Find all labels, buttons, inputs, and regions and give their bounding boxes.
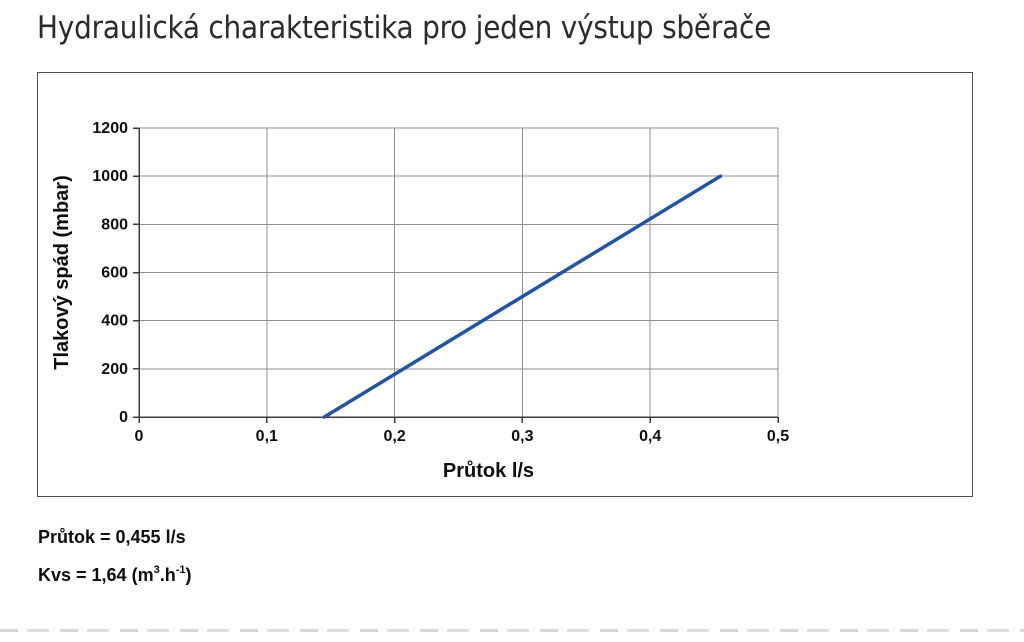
kvs-mid: .h xyxy=(159,565,176,585)
y-tick-label: 1200 xyxy=(92,120,128,137)
y-tick-label: 600 xyxy=(101,265,128,282)
kvs-superscript-cubed: 3 xyxy=(153,564,160,576)
x-axis-title: Průtok l/s xyxy=(443,460,534,482)
x-tick-label: 0,4 xyxy=(639,428,661,445)
y-axis-title: Tlakový spád (mbar) xyxy=(51,175,73,370)
chart-annotations: Průtok = 0,455 l/s Kvs = 1,64 (m3.h-1) xyxy=(38,528,191,584)
series-line xyxy=(322,174,723,419)
x-tick-label: 0,2 xyxy=(383,428,405,445)
flow-annotation: Průtok = 0,455 l/s xyxy=(38,527,186,547)
y-tick-label: 1000 xyxy=(92,168,128,185)
y-tick-label: 200 xyxy=(101,361,128,378)
page-edge-dashes xyxy=(0,629,1024,632)
hydraulic-chart: 0 0,1 0,2 0,3 0,4 0,5 0 200 400 600 800 1000 1200 Prů… xyxy=(51,120,789,482)
page-title: Hydraulická charakteristika pro jeden vý… xyxy=(37,10,772,46)
kvs-suffix: ) xyxy=(185,565,192,585)
y-tick-label: 0 xyxy=(119,409,128,426)
y-tick-label: 400 xyxy=(101,313,128,330)
kvs-annotation: Kvs = 1,64 (m3.h-1) xyxy=(38,564,192,585)
kvs-prefix: Kvs = 1,64 (m xyxy=(38,565,154,585)
x-tick-label: 0 xyxy=(135,428,144,445)
kvs-superscript-minus1: -1 xyxy=(175,564,186,576)
x-tick-label: 0,5 xyxy=(767,428,789,445)
x-tick-label: 0,1 xyxy=(256,428,278,445)
y-tick-label: 800 xyxy=(101,216,128,233)
x-tick-label: 0,3 xyxy=(511,428,533,445)
chart-frame: 0 0,1 0,2 0,3 0,4 0,5 0 200 400 600 800 1000 1200 Prů… xyxy=(37,72,973,497)
